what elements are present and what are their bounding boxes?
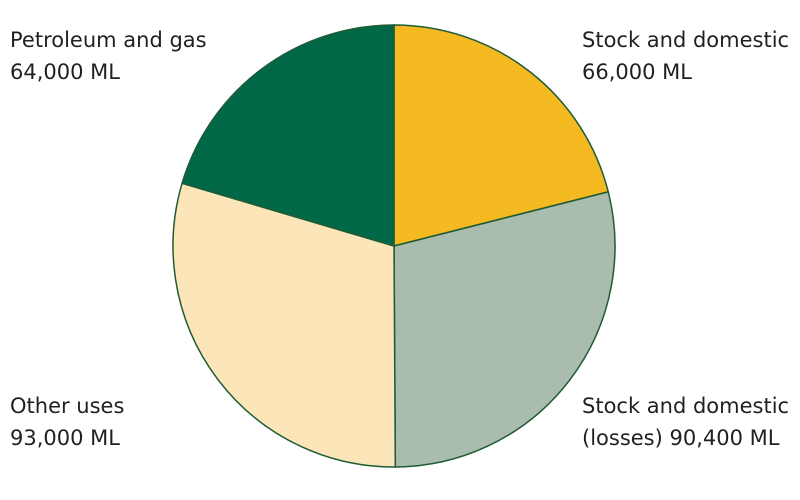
category-label: Other uses bbox=[10, 394, 125, 418]
value-label: 64,000 ML bbox=[10, 60, 120, 84]
pie-slice bbox=[172, 182, 397, 468]
pie-slice bbox=[181, 24, 395, 248]
category-label: Petroleum and gas bbox=[10, 28, 207, 52]
slice-label: Other uses 93,000 ML bbox=[10, 390, 210, 454]
value-label: 66,000 ML bbox=[582, 60, 692, 84]
category-label: Stock and domestic (losses) bbox=[582, 394, 790, 450]
value-label: 93,000 ML bbox=[10, 426, 120, 450]
category-label: Stock and domestic bbox=[582, 28, 790, 52]
slice-label: Petroleum and gas 64,000 ML bbox=[10, 24, 210, 88]
slice-label: Stock and domestic 66,000 ML bbox=[582, 24, 797, 88]
slice-label: Stock and domestic (losses) 90,400 ML bbox=[582, 390, 797, 454]
pie-slice bbox=[393, 190, 616, 468]
pie-slice bbox=[393, 24, 610, 247]
value-label: 90,400 ML bbox=[669, 426, 780, 450]
